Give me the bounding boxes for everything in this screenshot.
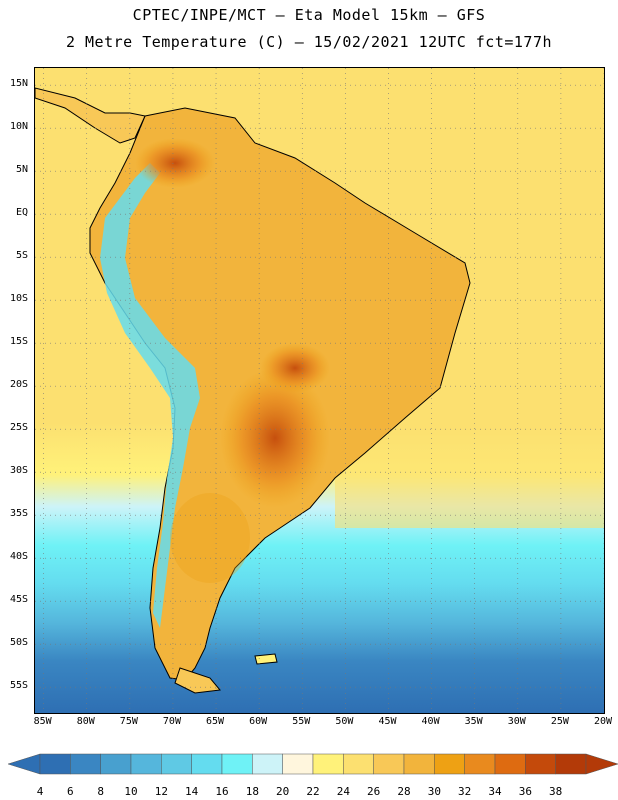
longitude-label: 45W [378,716,397,727]
longitude-label: 40W [421,716,440,727]
colorbar-swatch [525,753,556,775]
colorbar-swatch [70,753,101,775]
colorbar-tick-label: 4 [36,785,44,798]
colorbar-tick-label: 18 [245,785,259,798]
colorbar-swatch [130,753,162,775]
latitude-label: 25S [9,422,28,434]
latitude-label: 45S [9,594,28,606]
warm-patagonia [170,493,250,583]
colorbar-tick-label: 8 [97,785,104,798]
colorbar-tick-label: 32 [458,785,472,798]
longitude-label: 70W [162,716,181,727]
longitude-label: 80W [76,716,95,727]
colorbar-tick-label: 20 [276,785,290,798]
hot-core-venezuela [135,138,215,188]
longitude-label: 20W [593,716,613,727]
colorbar-tick-label: 34 [488,785,502,798]
colorbar-tick-label: 30 [427,785,441,798]
hot-core-mato-grosso [260,343,330,393]
longitude-label: 25W [550,716,569,727]
colorbar-swatch [282,753,314,775]
colorbar-swatch [555,753,587,775]
longitude-label: 85W [33,716,52,727]
latitude-label: 55S [9,680,28,692]
colorbar-swatch [312,753,344,775]
colorbar-tick-label: 16 [215,785,229,798]
latitude-label: 40S [9,551,28,563]
colorbar-swatch [221,753,253,775]
latitude-label: 30S [9,465,28,477]
colorbar-swatch [161,753,192,775]
colorbar-swatch [434,753,465,775]
andes-cold-strip [100,163,200,628]
latitude-label: 20S [9,379,28,391]
latitude-label: 5N [15,164,28,176]
colorbar-tick-label: 24 [336,785,350,798]
colorbar-tick-label: 36 [518,785,532,798]
colorbar-tick-label: 10 [124,785,138,798]
colorbar-swatch [252,753,283,775]
longitude-label: 35W [464,716,483,727]
colorbar-tick-label: 14 [185,785,199,798]
latitude-label: 10S [9,293,28,305]
latitude-label: 15N [9,78,28,90]
longitude-label: 55W [292,716,311,727]
colorbar-tick-label: 28 [397,785,411,798]
latitude-label: EQ [15,207,28,219]
colorbar-low-arrow [8,753,41,775]
longitude-label: 30W [507,716,526,727]
colorbar-tick-label: 38 [549,785,563,798]
colorbar-tick-label: 6 [67,785,74,798]
longitude-label: 75W [119,716,138,727]
colorbar-tick-label: 22 [306,785,320,798]
colorbar-tick-label: 12 [154,785,168,798]
latitude-label: 5S [15,250,28,262]
latitude-label: 10N [9,121,28,133]
latitude-label: 15S [9,336,28,348]
longitude-label: 65W [206,716,225,727]
chart-title: CPTEC/INPE/MCT – Eta Model 15km – GFS [132,6,486,24]
colorbar-swatch [403,753,435,775]
tierra-del-fuego [174,667,221,694]
colorbar-swatch [373,753,405,775]
colorbar-swatch [191,753,223,775]
colorbar-swatch [39,753,71,775]
colorbar-swatch [494,753,526,775]
longitude-label: 60W [249,716,268,727]
colorbar-high-arrow [585,753,618,775]
latitude-label: 35S [9,508,28,520]
central-america-landmass [35,87,146,144]
falklands [254,653,278,665]
colorbar-tick-label: 26 [367,785,381,798]
colorbar-swatch [464,753,496,775]
latitude-label: 50S [9,637,28,649]
chart-subtitle: 2 Metre Temperature (C) – 15/02/2021 12U… [65,33,553,51]
colorbar [8,753,618,775]
colorbar-swatch [343,753,374,775]
colorbar-swatch [100,753,132,775]
temperature-map [34,67,605,714]
longitude-label: 50W [335,716,354,727]
